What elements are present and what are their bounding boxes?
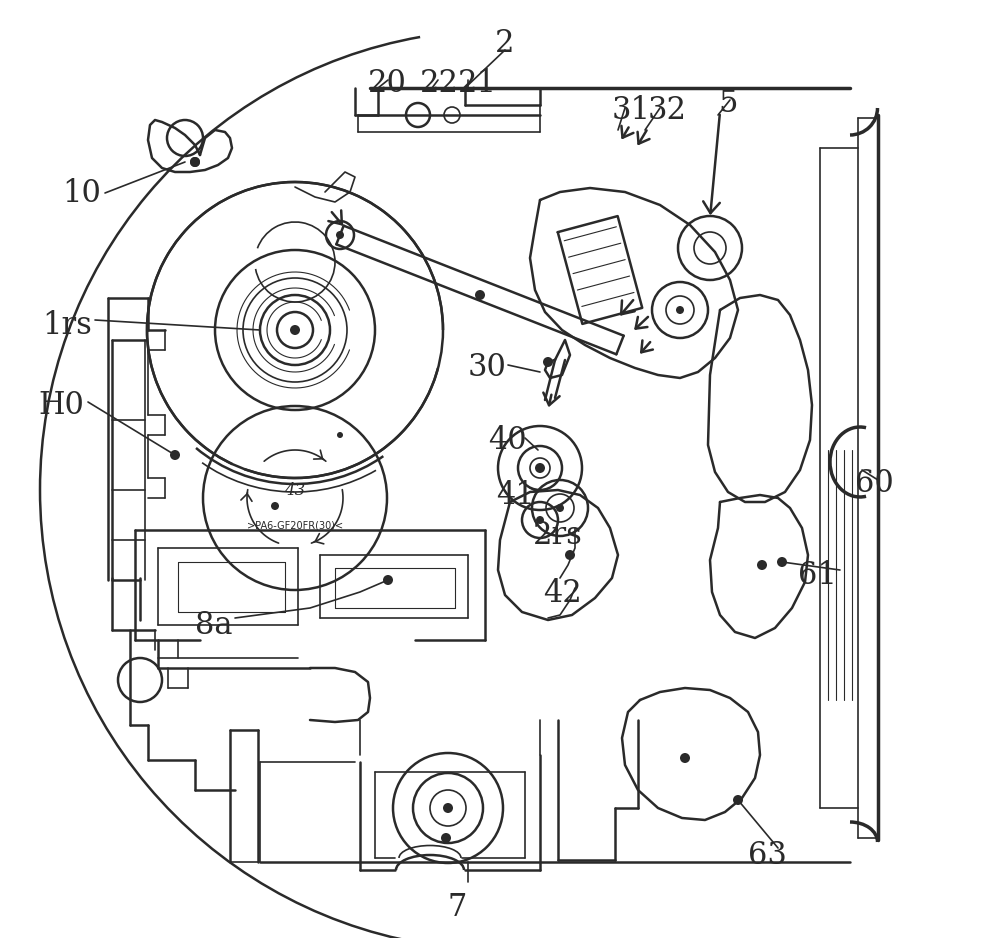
Text: 22: 22 <box>420 68 459 99</box>
Text: 42: 42 <box>543 578 582 609</box>
Circle shape <box>443 803 453 813</box>
Circle shape <box>733 795 743 805</box>
Text: 7: 7 <box>448 892 467 923</box>
Text: 10: 10 <box>62 178 101 209</box>
Circle shape <box>676 306 684 314</box>
Circle shape <box>777 557 787 567</box>
Circle shape <box>383 575 393 585</box>
Circle shape <box>757 560 767 570</box>
Text: 41: 41 <box>496 480 535 511</box>
Circle shape <box>271 502 279 510</box>
Text: 30: 30 <box>468 352 507 383</box>
Circle shape <box>475 290 485 300</box>
Circle shape <box>543 357 553 367</box>
Text: 61: 61 <box>798 560 837 591</box>
Text: 1rs: 1rs <box>42 310 92 341</box>
Circle shape <box>290 325 300 335</box>
Circle shape <box>535 463 545 473</box>
Text: 63: 63 <box>748 840 787 871</box>
Text: H0: H0 <box>38 390 84 421</box>
Circle shape <box>170 450 180 460</box>
Text: 32: 32 <box>648 95 687 126</box>
Circle shape <box>680 753 690 763</box>
Circle shape <box>441 833 451 843</box>
Text: 5: 5 <box>718 88 738 119</box>
Circle shape <box>556 504 564 512</box>
Circle shape <box>190 157 200 167</box>
Circle shape <box>190 157 200 167</box>
Text: >PA6-GF20FR(30)<: >PA6-GF20FR(30)< <box>247 521 343 531</box>
Text: 21: 21 <box>458 68 497 99</box>
Text: 40: 40 <box>488 425 527 456</box>
Text: 20: 20 <box>368 68 407 99</box>
Circle shape <box>565 550 575 560</box>
Circle shape <box>337 432 343 438</box>
Text: 43: 43 <box>284 481 306 498</box>
Circle shape <box>336 231 344 239</box>
Text: 31: 31 <box>612 95 651 126</box>
Text: 2rs: 2rs <box>533 520 583 551</box>
Circle shape <box>536 516 544 524</box>
Text: 2: 2 <box>495 28 514 59</box>
Text: 60: 60 <box>855 468 894 499</box>
Text: 8a: 8a <box>195 610 232 641</box>
